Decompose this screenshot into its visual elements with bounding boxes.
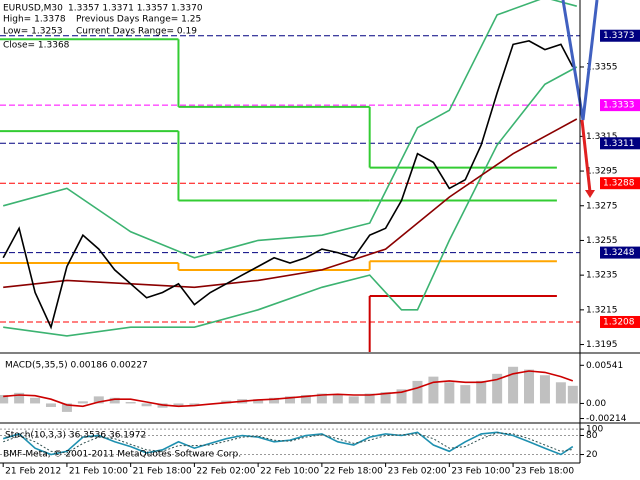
series-line — [2, 0, 578, 259]
x-tick-label: 23 Feb 10:00 — [451, 467, 510, 477]
histogram-bar — [285, 396, 295, 404]
histogram-bar — [173, 403, 184, 406]
histogram-bar — [412, 380, 423, 404]
level-tag — [600, 246, 640, 259]
histogram-bar — [300, 394, 311, 404]
histogram-bar — [460, 385, 471, 404]
y-tick-label: 100 — [586, 425, 603, 435]
histogram-bar — [428, 376, 439, 404]
x-tick-label: 21 Feb 2012 — [5, 467, 61, 477]
panel-title: MACD(5,35,5) 0.00186 0.00227 — [5, 361, 148, 371]
y-tick-label: 1.3235 — [586, 271, 618, 281]
panel — [0, 428, 580, 456]
y-tick-label: 1.3215 — [586, 305, 618, 315]
y-tick-label: 0.00541 — [586, 361, 623, 371]
histogram-bar — [77, 401, 88, 404]
histogram-bar — [61, 403, 72, 412]
x-tick-label: 22 Feb 18:00 — [324, 467, 383, 477]
annotation: Previous Days Range= 1.25 — [76, 15, 201, 25]
histogram-bar — [189, 403, 200, 405]
x-tick-label: 21 Feb 10:00 — [69, 467, 128, 477]
y-tick-label: 0.00 — [586, 399, 606, 409]
histogram-bar — [125, 402, 136, 404]
x-tick-label: 22 Feb 02:00 — [196, 467, 255, 477]
histogram-bar — [555, 382, 566, 404]
x-tick-label: 23 Feb 02:00 — [388, 467, 447, 477]
series-line — [3, 118, 578, 289]
level-tag — [600, 137, 640, 150]
series-line — [3, 432, 573, 454]
panel-title: Stoch(10,3,3) 36.3536 36.1972 — [5, 431, 146, 441]
series-line — [3, 370, 574, 408]
histogram-bar — [30, 397, 41, 404]
level-label: 1.3208 — [603, 317, 635, 327]
level-label: 1.3373 — [603, 31, 635, 41]
panel — [0, 366, 578, 412]
forecast-arrow — [580, 119, 592, 193]
histogram-bar — [269, 397, 280, 404]
annotation: Current Days Range= 0.19 — [76, 27, 197, 37]
histogram-bar — [45, 403, 56, 407]
chart-title: EURUSD,M30 — [3, 4, 63, 14]
y-tick-label: -0.00214 — [586, 414, 627, 424]
chart-subtitle: 1.3357 1.3371 1.3357 1.3370 — [68, 4, 203, 14]
histogram-bar — [508, 366, 519, 404]
y-tick-label: 1.3295 — [586, 167, 618, 177]
histogram-bar — [567, 385, 578, 404]
series-line — [2, 431, 574, 456]
histogram-bar — [316, 393, 327, 404]
series-line — [2, 40, 574, 330]
y-tick-label: 1.3275 — [586, 201, 618, 211]
histogram-bar — [348, 396, 359, 404]
histogram-bar — [444, 382, 455, 404]
histogram-bar — [332, 394, 343, 404]
level-tag — [600, 315, 640, 328]
arrow-head — [585, 190, 595, 198]
x-tick-label: 23 Feb 18:00 — [515, 467, 574, 477]
annotation: Low= 1.3253 — [3, 27, 63, 37]
level-label: 1.3248 — [603, 248, 635, 258]
panel — [0, 0, 580, 352]
histogram-bar — [396, 389, 407, 404]
level-tag — [600, 99, 640, 112]
y-tick-label: 1.3255 — [586, 236, 618, 246]
histogram-bar — [141, 403, 152, 407]
annotation: High= 1.3378 — [3, 15, 66, 25]
histogram-bar — [476, 380, 487, 404]
histogram-bar — [380, 392, 391, 404]
level-tag — [600, 29, 640, 42]
level-label: 1.3288 — [603, 179, 635, 189]
level-label: 1.3311 — [603, 139, 635, 149]
annotation: Close= 1.3368 — [3, 41, 70, 51]
histogram-bar — [524, 369, 535, 404]
series-line — [3, 66, 578, 337]
histogram-bar — [14, 392, 25, 404]
x-tick-label: 21 Feb 18:00 — [133, 467, 192, 477]
x-tick-label: 22 Feb 10:00 — [260, 467, 319, 477]
y-tick-label: 20 — [586, 450, 598, 460]
histogram-bar — [492, 373, 503, 404]
y-tick-label: 1.3195 — [586, 340, 618, 350]
histogram-bar — [253, 399, 264, 404]
copyright: BMF-Meta, © 2001-2011 MetaQuotes Softwar… — [3, 450, 241, 460]
histogram-bar — [93, 396, 104, 404]
histogram-bar — [539, 375, 550, 404]
histogram-bar — [364, 393, 375, 404]
level-tag — [600, 177, 640, 190]
y-tick-label: 1.3355 — [586, 62, 618, 72]
y-tick-label: 80 — [586, 431, 598, 441]
level-label: 1.3333 — [603, 101, 635, 111]
y-tick-label: 1.3315 — [586, 132, 618, 142]
histogram-bar — [0, 394, 9, 404]
histogram-bar — [109, 397, 120, 404]
